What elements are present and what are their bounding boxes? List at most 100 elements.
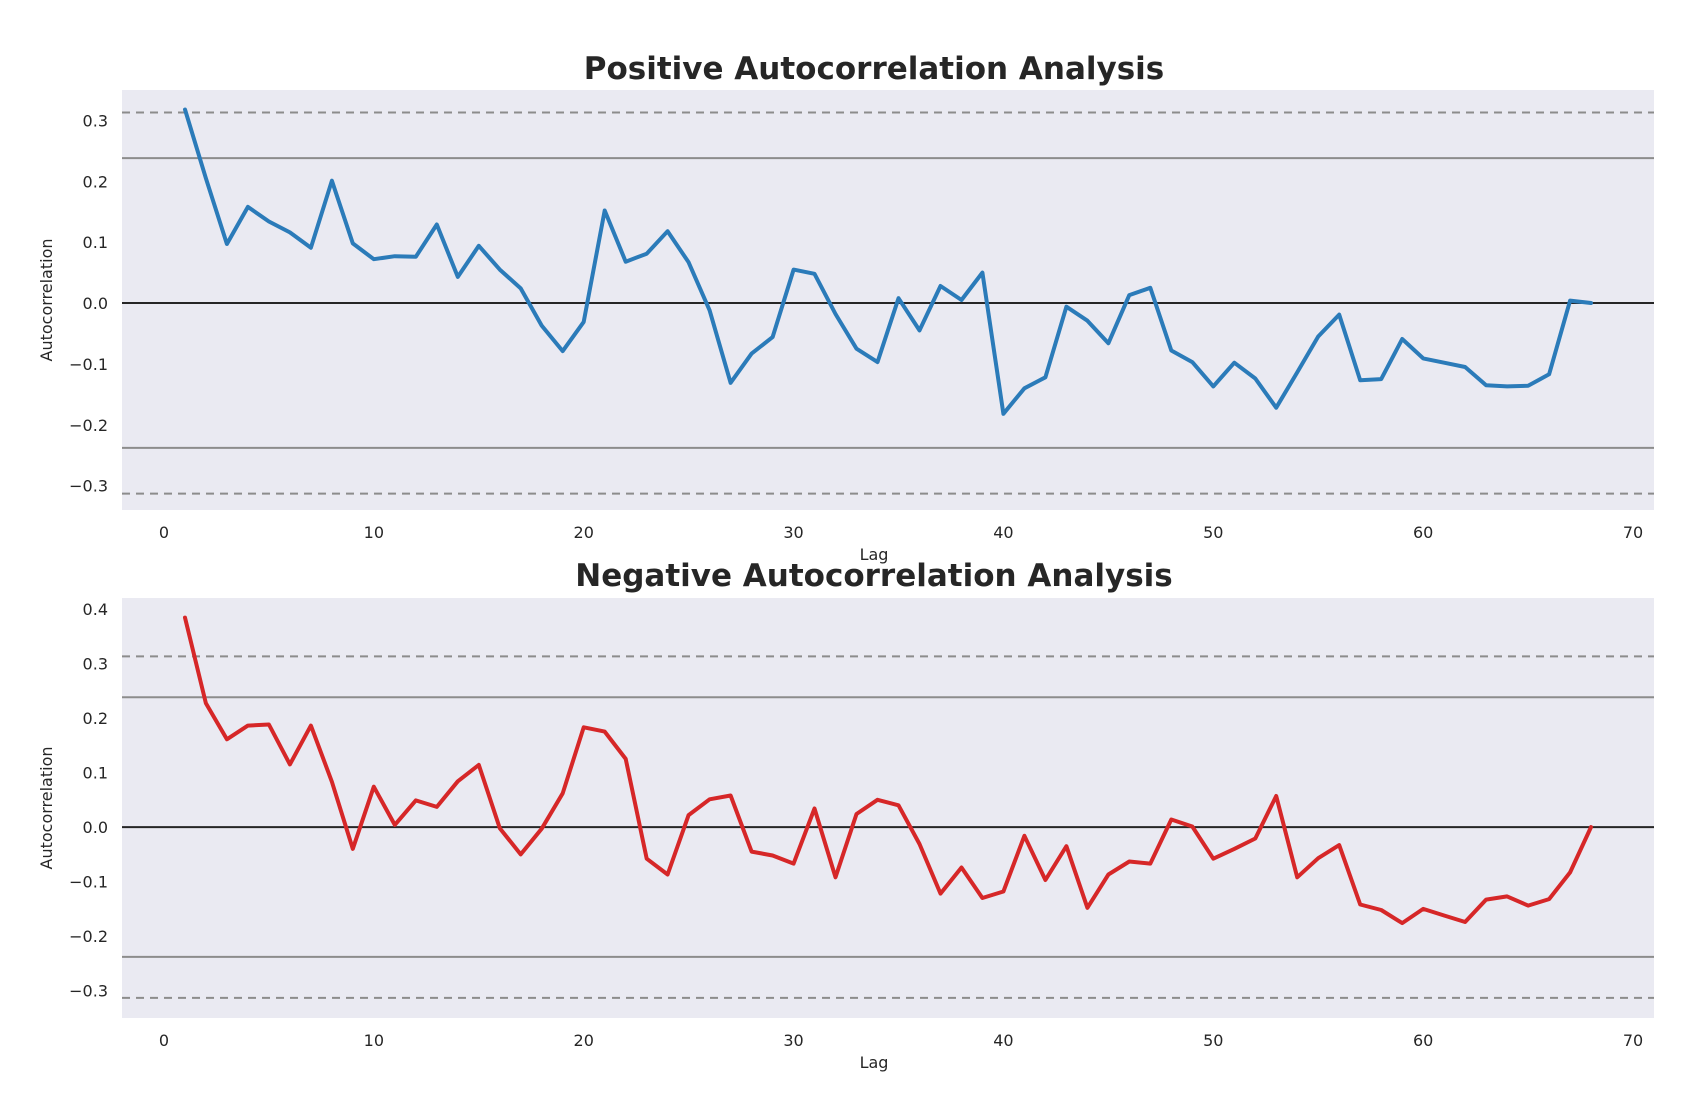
chart-2-point-lag-9 <box>351 847 354 850</box>
chart-2-point-lag-23 <box>645 857 648 860</box>
chart-1-point-lag-14 <box>456 275 459 278</box>
chart-2-point-lag-32 <box>834 876 837 879</box>
chart-1-point-lag-50 <box>1212 385 1215 388</box>
chart-1-xtick-label: 0 <box>159 523 169 542</box>
chart-2-point-lag-8 <box>330 780 333 783</box>
chart-2-plot-area <box>122 598 1654 1018</box>
chart-1-point-lag-29 <box>771 336 774 339</box>
chart-2-point-lag-67 <box>1569 871 1572 874</box>
chart-1-point-lag-24 <box>666 230 669 233</box>
chart-1-point-lag-34 <box>876 361 879 364</box>
chart-2-point-lag-14 <box>456 780 459 783</box>
chart-2-point-lag-24 <box>666 873 669 876</box>
chart-1-point-lag-44 <box>1086 319 1089 322</box>
chart-1-point-lag-40 <box>1002 412 1005 415</box>
chart-2-ytick-label: 0.2 <box>83 709 108 728</box>
chart-2-point-lag-10 <box>372 785 375 788</box>
chart-1-point-lag-2 <box>204 177 207 180</box>
chart-2-point-lag-56 <box>1338 844 1341 847</box>
chart-1-point-lag-55 <box>1317 335 1320 338</box>
chart-2-point-lag-21 <box>603 730 606 733</box>
chart-1-point-lag-47 <box>1149 286 1152 289</box>
chart-2-point-lag-46 <box>1128 860 1131 863</box>
chart-1-point-lag-23 <box>645 252 648 255</box>
chart-2-x-axis-label: Lag <box>860 1053 889 1072</box>
chart-2-point-lag-49 <box>1191 825 1194 828</box>
chart-1-xtick-label: 30 <box>783 523 803 542</box>
chart-1-point-lag-6 <box>288 231 291 234</box>
chart-2-point-lag-41 <box>1023 834 1026 837</box>
chart-1-point-lag-22 <box>624 260 627 263</box>
chart-2-xtick-label: 50 <box>1203 1031 1223 1050</box>
chart-2-point-lag-4 <box>246 724 249 727</box>
chart-1-point-lag-35 <box>897 297 900 300</box>
chart-1-point-lag-1 <box>184 108 187 111</box>
chart-1-ytick-label: 0.3 <box>83 111 108 130</box>
chart-2-point-lag-22 <box>624 757 627 760</box>
chart-2-point-lag-45 <box>1107 873 1110 876</box>
chart-1-point-lag-9 <box>351 242 354 245</box>
chart-1-point-lag-67 <box>1569 299 1572 302</box>
chart-1-point-lag-8 <box>330 179 333 182</box>
chart-2-point-lag-11 <box>393 823 396 826</box>
chart-2-point-lag-18 <box>540 827 543 830</box>
chart-2-title: Negative Autocorrelation Analysis <box>575 558 1173 594</box>
chart-1-ytick-label: −0.3 <box>69 477 108 496</box>
chart-2-point-lag-2 <box>204 702 207 705</box>
chart-2-ytick-label: −0.2 <box>69 927 108 946</box>
chart-2-point-lag-5 <box>267 723 270 726</box>
chart-2-point-lag-16 <box>498 827 501 830</box>
chart-1-point-lag-17 <box>519 287 522 290</box>
chart-2-point-lag-12 <box>414 799 417 802</box>
chart-2-point-lag-54 <box>1296 876 1299 879</box>
chart-1-point-lag-58 <box>1380 378 1383 381</box>
chart-2-point-lag-64 <box>1506 895 1509 898</box>
chart-1-point-lag-25 <box>687 261 690 264</box>
chart-1-point-lag-13 <box>435 223 438 226</box>
chart-2-point-lag-65 <box>1527 904 1530 907</box>
chart-1-point-lag-36 <box>918 329 921 332</box>
chart-1-point-lag-21 <box>603 209 606 212</box>
chart-2-point-lag-3 <box>225 738 228 741</box>
chart-2-ytick-label: 0.3 <box>83 654 108 673</box>
chart-1-xtick-label: 70 <box>1623 523 1643 542</box>
chart-2-xtick-label: 10 <box>364 1031 384 1050</box>
chart-2-ytick-label: −0.3 <box>69 982 108 1001</box>
chart-2-point-lag-19 <box>561 792 564 795</box>
chart-1-point-lag-61 <box>1443 361 1446 364</box>
chart-2-point-lag-20 <box>582 726 585 729</box>
chart-2-point-lag-51 <box>1233 847 1236 850</box>
chart-1-point-lag-53 <box>1275 406 1278 409</box>
chart-1-point-lag-60 <box>1422 357 1425 360</box>
chart-1-series-line <box>183 107 1593 416</box>
chart-1-point-lag-32 <box>834 313 837 316</box>
chart-1-ytick-label: 0.2 <box>83 172 108 191</box>
chart-2-xtick-label: 20 <box>574 1031 594 1050</box>
chart-2-point-lag-29 <box>771 854 774 857</box>
chart-2-point-lag-25 <box>687 814 690 817</box>
chart-1-point-lag-43 <box>1065 305 1068 308</box>
chart-1: 0.3 0.2 0.1 0.0 −0.1 −0.2 −0.3 0 10 20 30 40 50 60 70 P… <box>37 51 1654 564</box>
chart-2-point-lag-30 <box>792 862 795 865</box>
chart-2-point-lag-35 <box>897 804 900 807</box>
chart-2-point-lag-38 <box>960 866 963 869</box>
chart-2-point-lag-15 <box>477 763 480 766</box>
chart-1-xtick-label: 60 <box>1413 523 1433 542</box>
chart-1-point-lag-56 <box>1338 313 1341 316</box>
chart-2-point-lag-7 <box>309 724 312 727</box>
chart-1-xtick-label: 40 <box>993 523 1013 542</box>
chart-1-point-lag-7 <box>309 246 312 249</box>
chart-2-point-lag-27 <box>729 794 732 797</box>
chart-2-point-lag-39 <box>981 897 984 900</box>
chart-2-point-lag-62 <box>1464 921 1467 924</box>
chart-1-y-axis-label: Autocorrelation <box>37 239 56 362</box>
chart-1-point-lag-16 <box>498 268 501 271</box>
chart-1-point-lag-42 <box>1044 376 1047 379</box>
chart-1-point-lag-59 <box>1401 338 1404 341</box>
chart-2-point-lag-61 <box>1443 914 1446 917</box>
chart-1-point-lag-26 <box>708 309 711 312</box>
chart-1-title: Positive Autocorrelation Analysis <box>584 51 1165 87</box>
chart-1-point-lag-45 <box>1107 342 1110 345</box>
chart-2-point-lag-59 <box>1401 922 1404 925</box>
chart-1-ytick-label: −0.1 <box>69 355 108 374</box>
